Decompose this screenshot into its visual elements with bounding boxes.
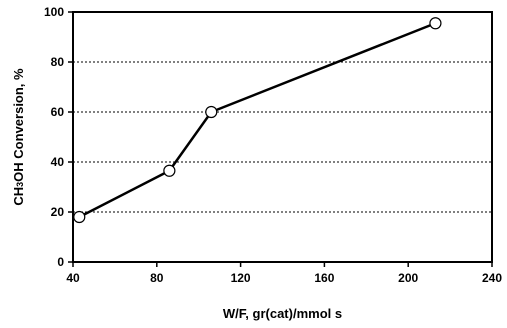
data-point xyxy=(163,164,176,177)
data-point xyxy=(73,210,86,224)
x-tick-label-40: 40 xyxy=(66,271,80,285)
x-axis-title: W/F, gr(cat)/mmol s xyxy=(223,306,342,321)
x-tick-label-200: 200 xyxy=(398,271,418,285)
data-point xyxy=(429,17,442,30)
y-tick-label-60: 60 xyxy=(51,105,65,119)
series-line-0 xyxy=(78,22,436,219)
x-tick-label-80: 80 xyxy=(150,271,164,285)
x-axis-ticks: 40 80 120 160 200 240 xyxy=(66,262,502,285)
grid-lines xyxy=(73,61,492,213)
y-tick-label-40: 40 xyxy=(51,155,65,169)
y-axis-ticks: 0 20 40 60 80 100 xyxy=(44,5,73,269)
x-tick-label-240: 240 xyxy=(482,271,502,285)
y-tick-label-80: 80 xyxy=(51,55,65,69)
x-tick-label-160: 160 xyxy=(314,271,334,285)
series-group xyxy=(73,17,442,224)
y-tick-label-100: 100 xyxy=(44,5,64,19)
y-tick-label-20: 20 xyxy=(51,205,65,219)
y-tick-label-0: 0 xyxy=(57,255,64,269)
y-axis-title: CH3OH Conversion, % xyxy=(11,68,26,206)
plot-frame xyxy=(72,11,493,263)
data-point xyxy=(205,105,218,119)
y-axis-title-prefix: CH xyxy=(11,187,26,206)
y-axis-title-subscript: 3 xyxy=(15,182,25,187)
x-tick-label-120: 120 xyxy=(231,271,251,285)
y-axis-title-suffix: OH Conversion, % xyxy=(11,68,26,182)
